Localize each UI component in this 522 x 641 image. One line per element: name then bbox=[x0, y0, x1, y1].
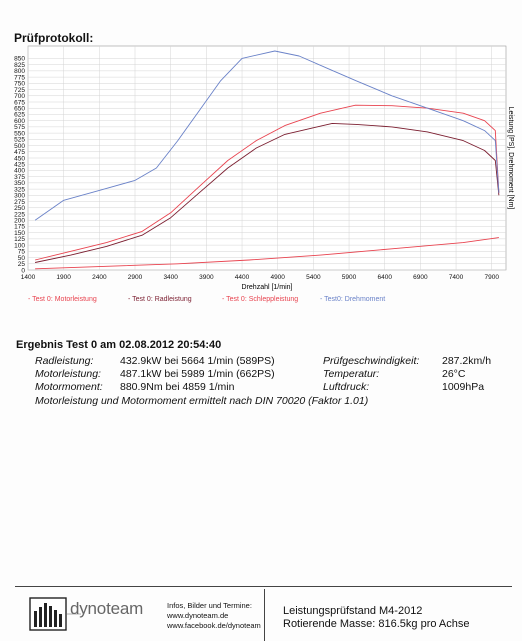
y-tick-label: 775 bbox=[14, 74, 25, 81]
x-tick-label: 7400 bbox=[449, 274, 464, 281]
result-value-radleistung: 432.9kW bei 5664 1/min (589PS) bbox=[120, 355, 275, 367]
y-tick-label: 575 bbox=[14, 124, 25, 131]
series-lines bbox=[34, 50, 500, 270]
x-tick-label: 3400 bbox=[163, 274, 178, 281]
y-tick-label: 425 bbox=[14, 162, 25, 169]
x-tick-label: 2900 bbox=[128, 274, 143, 281]
legend-radleistung: - Test 0: Radleistung bbox=[128, 296, 192, 303]
x-tick-label: 1400 bbox=[21, 274, 36, 281]
dyno-chart: 0255075100125150175200225250275300325350… bbox=[14, 45, 514, 291]
footer-info: Infos, Bilder und Termine: www.dynoteam.… bbox=[167, 601, 261, 631]
logo-text: dynoteam bbox=[70, 599, 144, 618]
grid bbox=[27, 46, 506, 271]
y-tick-label: 150 bbox=[14, 230, 25, 237]
x-tick-label: 1900 bbox=[56, 274, 71, 281]
result-label-pruefgeschwindigkeit: Prüfgeschwindigkeit: bbox=[323, 355, 420, 367]
legend-drehmoment: - Test0: Drehmoment bbox=[320, 296, 386, 303]
footer: dynoteam Infos, Bilder und Termine: www.… bbox=[15, 586, 512, 641]
x-tick-label: 5400 bbox=[306, 274, 321, 281]
x-tick-label: 6900 bbox=[413, 274, 428, 281]
y-tick-label: 625 bbox=[14, 112, 25, 119]
y-tick-label: 800 bbox=[14, 68, 25, 75]
footer-info-facebook[interactable]: www.facebook.de/dynoteam bbox=[167, 621, 261, 630]
series-line-2 bbox=[35, 237, 499, 270]
y-tick-label: 675 bbox=[14, 99, 25, 106]
y-tick-label: 725 bbox=[14, 87, 25, 94]
result-label-radleistung: Radleistung: bbox=[35, 355, 94, 367]
y-tick-label: 750 bbox=[14, 81, 25, 88]
y-tick-label: 350 bbox=[14, 180, 25, 187]
x-tick-label: 7900 bbox=[484, 274, 499, 281]
result-value-motormoment: 880.9Nm bei 4859 1/min bbox=[120, 381, 235, 393]
result-value-temperatur: 26°C bbox=[442, 368, 466, 380]
y-tick-label: 50 bbox=[18, 255, 26, 262]
series-line-0 bbox=[34, 104, 500, 261]
y-tick-label: 225 bbox=[14, 211, 25, 218]
y-tick-label: 450 bbox=[14, 155, 25, 162]
x-tick-label: 3900 bbox=[199, 274, 214, 281]
y-tick-label: 375 bbox=[14, 174, 25, 181]
results-title: Ergebnis Test 0 am 02.08.2012 20:54:40 bbox=[16, 339, 222, 351]
result-label-luftdruck: Luftdruck: bbox=[323, 381, 370, 393]
result-label-motormoment: Motormoment: bbox=[35, 381, 103, 393]
result-value-motorleistung: 487.1kW bei 5989 1/min (662PS) bbox=[120, 368, 275, 380]
y-tick-label: 700 bbox=[14, 93, 25, 100]
series-line-3 bbox=[34, 50, 500, 221]
x-axis-label: Drehzahl [1/min] bbox=[242, 284, 293, 291]
x-tick-label: 6400 bbox=[377, 274, 392, 281]
y-tick-label: 525 bbox=[14, 137, 25, 144]
y-axis-label: Leistung [PS], Drehmoment [Nm] bbox=[507, 107, 514, 210]
y-tick-label: 25 bbox=[18, 261, 26, 268]
page-title: Prüfprotokoll: bbox=[14, 31, 94, 45]
y-tick-label: 500 bbox=[14, 143, 25, 150]
x-tick-labels: 1400 1900 2400 2900 3400 3900 4400 4900 5400 5900… bbox=[21, 274, 500, 281]
footer-divider bbox=[264, 589, 265, 641]
y-tick-label: 275 bbox=[14, 199, 25, 206]
rotating-mass: Rotierende Masse: 816.5kg pro Achse bbox=[283, 618, 470, 630]
x-tick-label: 4900 bbox=[270, 274, 285, 281]
din-note: Motorleistung und Motormoment ermittelt … bbox=[35, 395, 369, 407]
y-tick-label: 475 bbox=[14, 149, 25, 156]
y-tick-label: 300 bbox=[14, 193, 25, 200]
y-tick-label: 200 bbox=[14, 218, 25, 225]
x-tick-label: 4400 bbox=[235, 274, 250, 281]
y-tick-label: 0 bbox=[21, 267, 25, 274]
y-tick-label: 550 bbox=[14, 130, 25, 137]
y-tick-label: 825 bbox=[14, 62, 25, 69]
y-tick-label: 600 bbox=[14, 118, 25, 125]
x-tick-label: 5900 bbox=[342, 274, 357, 281]
y-tick-label: 400 bbox=[14, 168, 25, 175]
dynoteam-logo bbox=[29, 597, 81, 631]
result-value-luftdruck: 1009hPa bbox=[442, 381, 485, 393]
y-tick-label: 650 bbox=[14, 106, 25, 113]
result-value-pruefgeschwindigkeit: 287.2km/h bbox=[442, 355, 492, 367]
y-tick-label: 100 bbox=[14, 242, 25, 249]
result-label-temperatur: Temperatur: bbox=[323, 368, 380, 380]
y-tick-label: 250 bbox=[14, 205, 25, 212]
y-tick-label: 850 bbox=[14, 56, 25, 63]
y-tick-label: 175 bbox=[14, 224, 25, 231]
y-tick-label: 75 bbox=[18, 249, 26, 256]
legend-motorleistung: - Test 0: Motorleistung bbox=[28, 296, 97, 303]
footer-right: Leistungsprüfstand M4-2012 Rotierende Ma… bbox=[283, 605, 470, 631]
result-label-motorleistung: Motorleistung: bbox=[35, 368, 101, 380]
footer-info-line: Infos, Bilder und Termine: bbox=[167, 601, 252, 610]
y-tick-labels: 0255075100125150175200225250275300325350… bbox=[14, 56, 25, 275]
legend-schleppleistung: - Test 0: Schleppleistung bbox=[222, 296, 299, 303]
y-tick-label: 325 bbox=[14, 186, 25, 193]
footer-info-website[interactable]: www.dynoteam.de bbox=[167, 611, 229, 620]
x-tick-label: 2400 bbox=[92, 274, 107, 281]
test-stand-name: Leistungsprüfstand M4-2012 bbox=[283, 605, 423, 617]
series-line-1 bbox=[35, 122, 500, 263]
y-tick-label: 125 bbox=[14, 236, 25, 243]
